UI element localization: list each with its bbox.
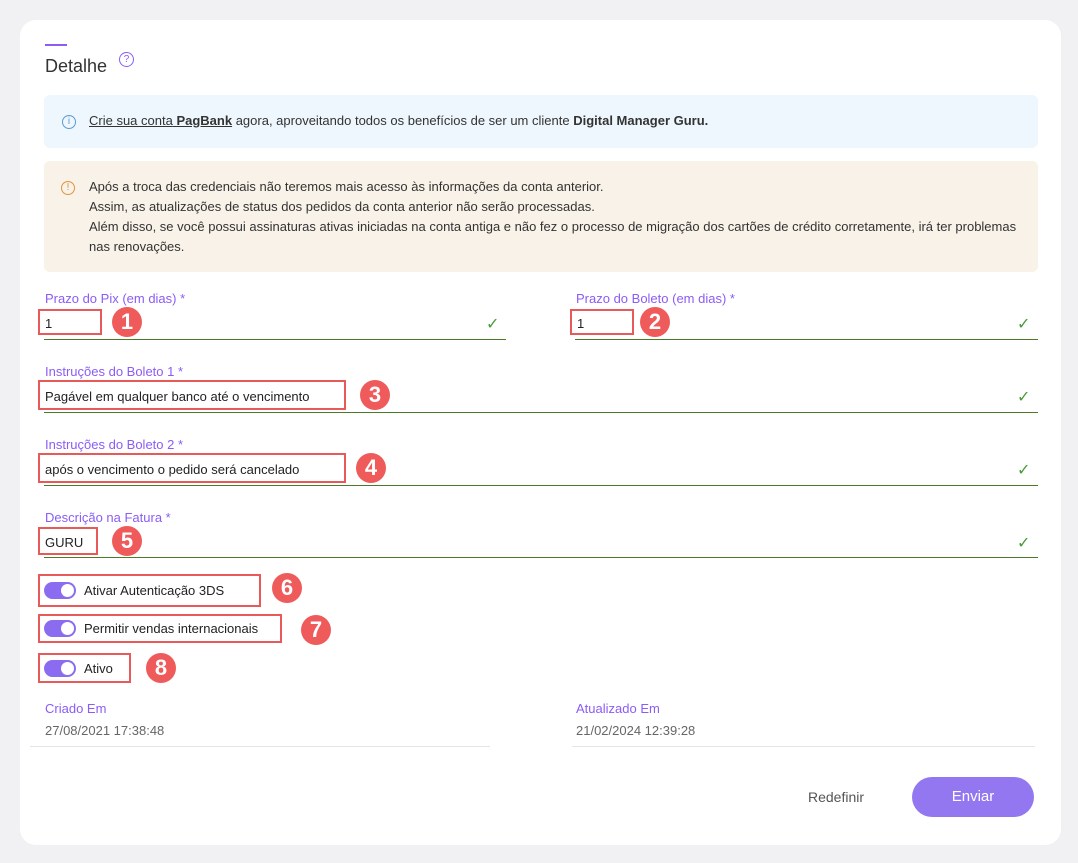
- pix-label: Prazo do Pix (em dias) *: [45, 291, 186, 306]
- create-account-link[interactable]: Crie sua conta PagBank: [89, 113, 232, 128]
- updated-value: 21/02/2024 12:39:28: [576, 723, 696, 738]
- instr1-value: Pagável em qualquer banco até o vencimen…: [45, 389, 310, 404]
- check-icon: ✓: [486, 316, 500, 333]
- toggle-label: Ativar Autenticação 3DS: [84, 583, 225, 598]
- info-icon: i: [62, 115, 76, 129]
- info-text: agora, aproveitando todos os benefícios …: [232, 113, 574, 128]
- boleto-input[interactable]: 1: [570, 309, 634, 335]
- warning-line: Após a troca das credenciais não teremos…: [89, 179, 604, 194]
- reset-button[interactable]: Redefinir: [808, 789, 865, 805]
- check-icon: ✓: [1017, 316, 1031, 333]
- created-label: Criado Em: [45, 701, 107, 716]
- instr1-label: Instruções do Boleto 1 *: [45, 364, 184, 379]
- link-text: Crie sua conta: [89, 113, 173, 128]
- toggle-3ds[interactable]: Ativar Autenticação 3DS: [38, 574, 261, 607]
- pix-value: 1: [45, 316, 53, 331]
- annotation-badge: 5: [112, 526, 142, 556]
- boleto-value: 1: [577, 316, 585, 331]
- tab-indicator: [45, 44, 67, 46]
- fatura-underline: [44, 557, 1038, 558]
- company-name: Digital Manager Guru.: [573, 113, 709, 128]
- warning-line: Além disso, se você possui assinaturas a…: [89, 219, 1017, 254]
- boleto-underline: [575, 339, 1038, 340]
- check-icon: ✓: [1017, 462, 1031, 479]
- annotation-badge: 7: [301, 615, 331, 645]
- page-title: Detalhe: [45, 56, 108, 76]
- toggle-switch[interactable]: [44, 582, 76, 599]
- instr2-value: após o vencimento o pedido será cancelad…: [45, 462, 300, 477]
- toggle-label: Ativo: [84, 661, 113, 676]
- instr1-input[interactable]: Pagável em qualquer banco até o vencimen…: [38, 380, 346, 410]
- toggle-switch[interactable]: [44, 660, 76, 677]
- divider: [572, 746, 1035, 747]
- instr2-underline: [44, 485, 1038, 486]
- brand-text: PagBank: [176, 113, 233, 128]
- annotation-badge: 2: [640, 307, 670, 337]
- instr2-input[interactable]: após o vencimento o pedido será cancelad…: [38, 453, 346, 483]
- fatura-label: Descrição na Fatura *: [45, 510, 171, 525]
- warning-icon: !: [61, 181, 75, 195]
- annotation-badge: 1: [112, 307, 142, 337]
- pix-input[interactable]: 1: [38, 309, 102, 335]
- check-icon: ✓: [1017, 389, 1031, 406]
- instr1-underline: [44, 412, 1038, 413]
- annotation-badge: 8: [146, 653, 176, 683]
- warning-line: Assim, as atualizações de status dos ped…: [89, 199, 595, 214]
- annotation-badge: 3: [360, 380, 390, 410]
- created-value: 27/08/2021 17:38:48: [45, 723, 165, 738]
- instr2-label: Instruções do Boleto 2 *: [45, 437, 184, 452]
- annotation-badge: 4: [356, 453, 386, 483]
- toggle-international[interactable]: Permitir vendas internacionais: [38, 614, 282, 643]
- boleto-label: Prazo do Boleto (em dias) *: [576, 291, 735, 306]
- warning-banner: ! Após a troca das credenciais não terem…: [44, 161, 1038, 272]
- fatura-value: GURU: [45, 535, 84, 550]
- fatura-input[interactable]: GURU: [38, 527, 98, 555]
- question-circle-icon[interactable]: ?: [119, 52, 134, 67]
- annotation-badge: 6: [272, 573, 302, 603]
- divider: [30, 746, 490, 747]
- submit-button[interactable]: Enviar: [912, 777, 1034, 817]
- toggle-active[interactable]: Ativo: [38, 653, 131, 683]
- detail-card: [20, 20, 1061, 845]
- updated-label: Atualizado Em: [576, 701, 660, 716]
- check-icon: ✓: [1017, 535, 1031, 552]
- info-banner: i Crie sua conta PagBank agora, aproveit…: [44, 95, 1038, 148]
- pix-underline: [44, 339, 506, 340]
- toggle-switch[interactable]: [44, 620, 76, 637]
- toggle-label: Permitir vendas internacionais: [84, 621, 259, 636]
